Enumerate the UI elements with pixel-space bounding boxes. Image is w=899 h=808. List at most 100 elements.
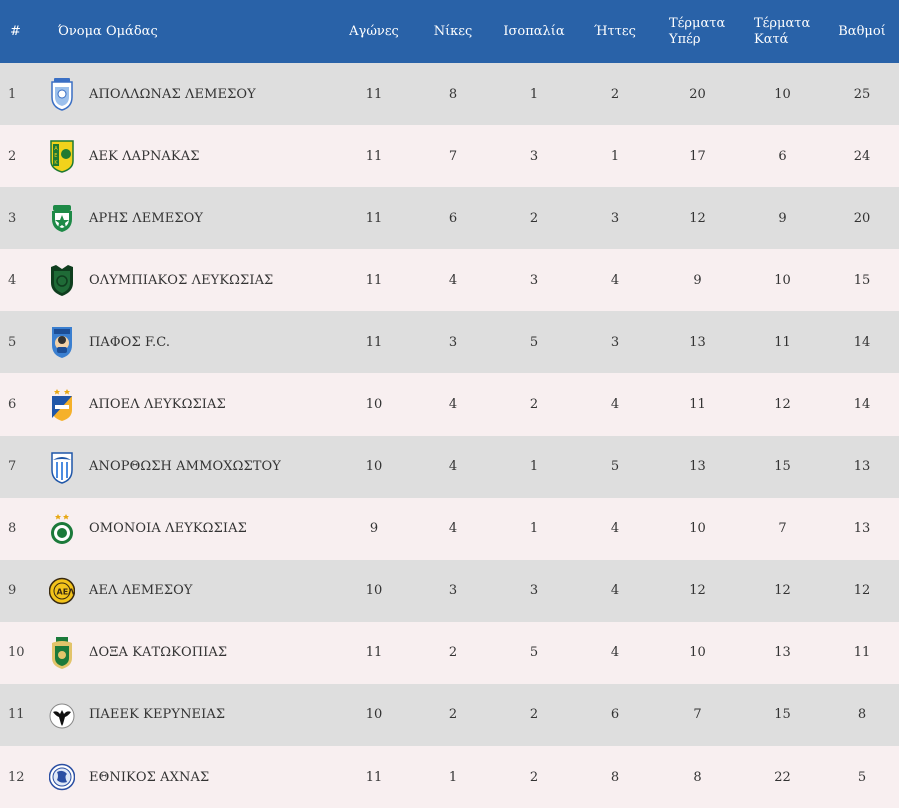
team-name-link[interactable]: ΑΠΟΛΛΩΝΑΣ ΛΕΜΕΣΟΥ	[89, 86, 256, 102]
team-name-link[interactable]: ΠΑΦΟΣ F.C.	[89, 334, 171, 350]
col-header-played: Αγώνες	[349, 23, 399, 39]
cell-points: 12	[853, 583, 871, 599]
team-name-link[interactable]: ΕΘΝΙΚΟΣ ΑΧΝΑΣ	[89, 769, 210, 785]
pafos-crest-icon	[49, 325, 75, 359]
cell-draws: 1	[529, 521, 539, 537]
cell-pos: 6	[8, 397, 17, 413]
apollon-crest-icon	[49, 77, 75, 111]
cell-wins: 7	[448, 148, 458, 164]
table-row: 3 ΑΡΗΣ ΛΕΜΕΣΟΥ 11 6 2 3 12 9 20	[0, 187, 899, 250]
team-name-link[interactable]: ΑΝΟΡΘΩΣΗ ΑΜΜΟΧΩΣΤΟΥ	[89, 459, 281, 475]
cell-pos: 2	[8, 148, 17, 164]
cell-gf: 20	[689, 86, 706, 102]
team-name-link[interactable]: ΟΜΟΝΟΙΑ ΛΕΥΚΩΣΙΑΣ	[89, 521, 247, 537]
cell-pos: 10	[8, 645, 25, 661]
cell-pos: 8	[8, 521, 17, 537]
apoel-crest-icon	[49, 388, 75, 422]
team-name-link[interactable]: ΑΕΚ ΛΑΡΝΑΚΑΣ	[89, 148, 200, 164]
cell-pos: 7	[8, 459, 17, 475]
table-row: 7 ΑΝΟΡΘΩΣΗ ΑΜΜΟΧΩΣΤΟΥ 10 4 1 5 13 15 13	[0, 435, 899, 498]
cell-gf: 17	[689, 148, 706, 164]
table-row: 6 ΑΠΟΕΛ ΛΕΥΚΩΣΙΑΣ 10 4 2 4 11 12 14	[0, 373, 899, 436]
cell-gf: 7	[693, 707, 702, 723]
cell-losses: 3	[610, 334, 620, 350]
cell-losses: 8	[610, 769, 620, 785]
cell-points: 14	[853, 334, 871, 350]
ael-crest-icon: ΑΕΛ	[49, 574, 75, 608]
cell-played: 11	[365, 210, 383, 226]
cell-draws: 2	[529, 707, 539, 723]
anorthosis-crest-icon	[49, 450, 75, 484]
cell-gf: 12	[689, 210, 706, 226]
cell-wins: 4	[448, 272, 458, 288]
team-name-link[interactable]: ΔΟΞΑ ΚΑΤΩΚΟΠΙΑΣ	[89, 645, 228, 661]
cell-draws: 2	[529, 210, 539, 226]
cell-draws: 3	[529, 148, 539, 164]
cell-played: 11	[365, 86, 383, 102]
cell-losses: 6	[610, 707, 620, 723]
cell-team: Α Ε Κ ΑΕΚ ΛΑΡΝΑΚΑΣ	[40, 125, 335, 187]
cell-team: ΔΟΞΑ ΚΑΤΩΚΟΠΙΑΣ	[40, 622, 335, 684]
table-row: 2 Α Ε Κ ΑΕΚ ΛΑΡΝΑΚΑΣ 11 7 3 1 17 6 24	[0, 125, 899, 188]
cell-played: 11	[365, 769, 383, 785]
col-header-losses: Ήττες	[594, 23, 636, 39]
cell-ga: 13	[774, 645, 791, 661]
cell-wins: 4	[448, 459, 458, 475]
cell-ga: 12	[774, 397, 791, 413]
team-name-link[interactable]: ΠΑΕΕΚ ΚΕΡΥΝΕΙΑΣ	[89, 707, 226, 723]
team-name-link[interactable]: ΟΛΥΜΠΙΑΚΟΣ ΛΕΥΚΩΣΙΑΣ	[89, 272, 274, 288]
cell-losses: 4	[610, 272, 620, 288]
table-row: 4 ΟΛΥΜΠΙΑΚΟΣ ΛΕΥΚΩΣΙΑΣ 11 4 3 4 9 10 15	[0, 249, 899, 312]
header-row: # Όνομα Ομάδας Αγώνες Νίκες Ισοπαλία Ήττ…	[0, 0, 899, 63]
cell-draws: 2	[529, 397, 539, 413]
cell-draws: 5	[529, 645, 539, 661]
cell-points: 13	[853, 521, 871, 537]
cell-gf: 8	[693, 769, 702, 785]
table-row: 1 ΑΠΟΛΛΩΝΑΣ ΛΕΜΕΣΟΥ 11 8 1 2 20 10 25	[0, 63, 899, 126]
svg-text:ΑΕΛ: ΑΕΛ	[57, 587, 76, 596]
omonoia-crest-icon	[49, 512, 75, 546]
cell-pos: 11	[8, 707, 25, 723]
cell-ga: 9	[778, 210, 787, 226]
svg-text:Ε: Ε	[54, 153, 57, 159]
team-name-link[interactable]: ΑΡΗΣ ΛΕΜΕΣΟΥ	[89, 210, 204, 226]
cell-ga: 6	[778, 148, 787, 164]
team-name-link[interactable]: ΑΠΟΕΛ ΛΕΥΚΩΣΙΑΣ	[89, 397, 226, 413]
cell-ga: 7	[778, 521, 787, 537]
olympiakos-crest-icon	[49, 263, 75, 297]
cell-gf: 9	[693, 272, 702, 288]
table-row: 12 ΕΘΝΙΚΟΣ ΑΧΝΑΣ 11 1 2 8 8 22 5	[0, 746, 899, 808]
table-row: 10 ΔΟΞΑ ΚΑΤΩΚΟΠΙΑΣ 11 2 5 4 10 13 11	[0, 621, 899, 684]
cell-played: 10	[365, 459, 383, 475]
cell-losses: 4	[610, 583, 620, 599]
cell-draws: 3	[529, 272, 539, 288]
cell-played: 10	[365, 397, 383, 413]
cell-team: ΕΘΝΙΚΟΣ ΑΧΝΑΣ	[40, 746, 335, 808]
cell-played: 11	[365, 334, 383, 350]
cell-played: 11	[365, 272, 383, 288]
cell-ga: 12	[774, 583, 791, 599]
cell-points: 8	[857, 707, 867, 723]
cell-team: ΠΑΕΕΚ ΚΕΡΥΝΕΙΑΣ	[40, 684, 335, 746]
cell-ga: 15	[774, 459, 791, 475]
cell-wins: 4	[448, 397, 458, 413]
col-header-points: Βαθμοί	[838, 23, 886, 39]
cell-wins: 1	[448, 769, 458, 785]
col-header-wins: Νίκες	[433, 23, 473, 39]
doxa-crest-icon	[49, 636, 75, 670]
cell-team: ΟΜΟΝΟΙΑ ΛΕΥΚΩΣΙΑΣ	[40, 498, 335, 560]
cell-points: 25	[853, 86, 871, 102]
team-name-link[interactable]: ΑΕΛ ΛΕΜΕΣΟΥ	[89, 583, 193, 599]
cell-pos: 12	[8, 769, 25, 785]
cell-team: ΟΛΥΜΠΙΑΚΟΣ ΛΕΥΚΩΣΙΑΣ	[40, 249, 335, 311]
cell-pos: 9	[8, 583, 17, 599]
cell-wins: 8	[448, 86, 458, 102]
cell-losses: 4	[610, 645, 620, 661]
col-header-pos: #	[10, 23, 21, 39]
svg-text:Κ: Κ	[54, 160, 58, 166]
table-row: 8 ΟΜΟΝΟΙΑ ΛΕΥΚΩΣΙΑΣ 9 4 1 4 10 7 13	[0, 497, 899, 560]
cell-draws: 5	[529, 334, 539, 350]
cell-wins: 6	[448, 210, 458, 226]
cell-played: 10	[365, 707, 383, 723]
